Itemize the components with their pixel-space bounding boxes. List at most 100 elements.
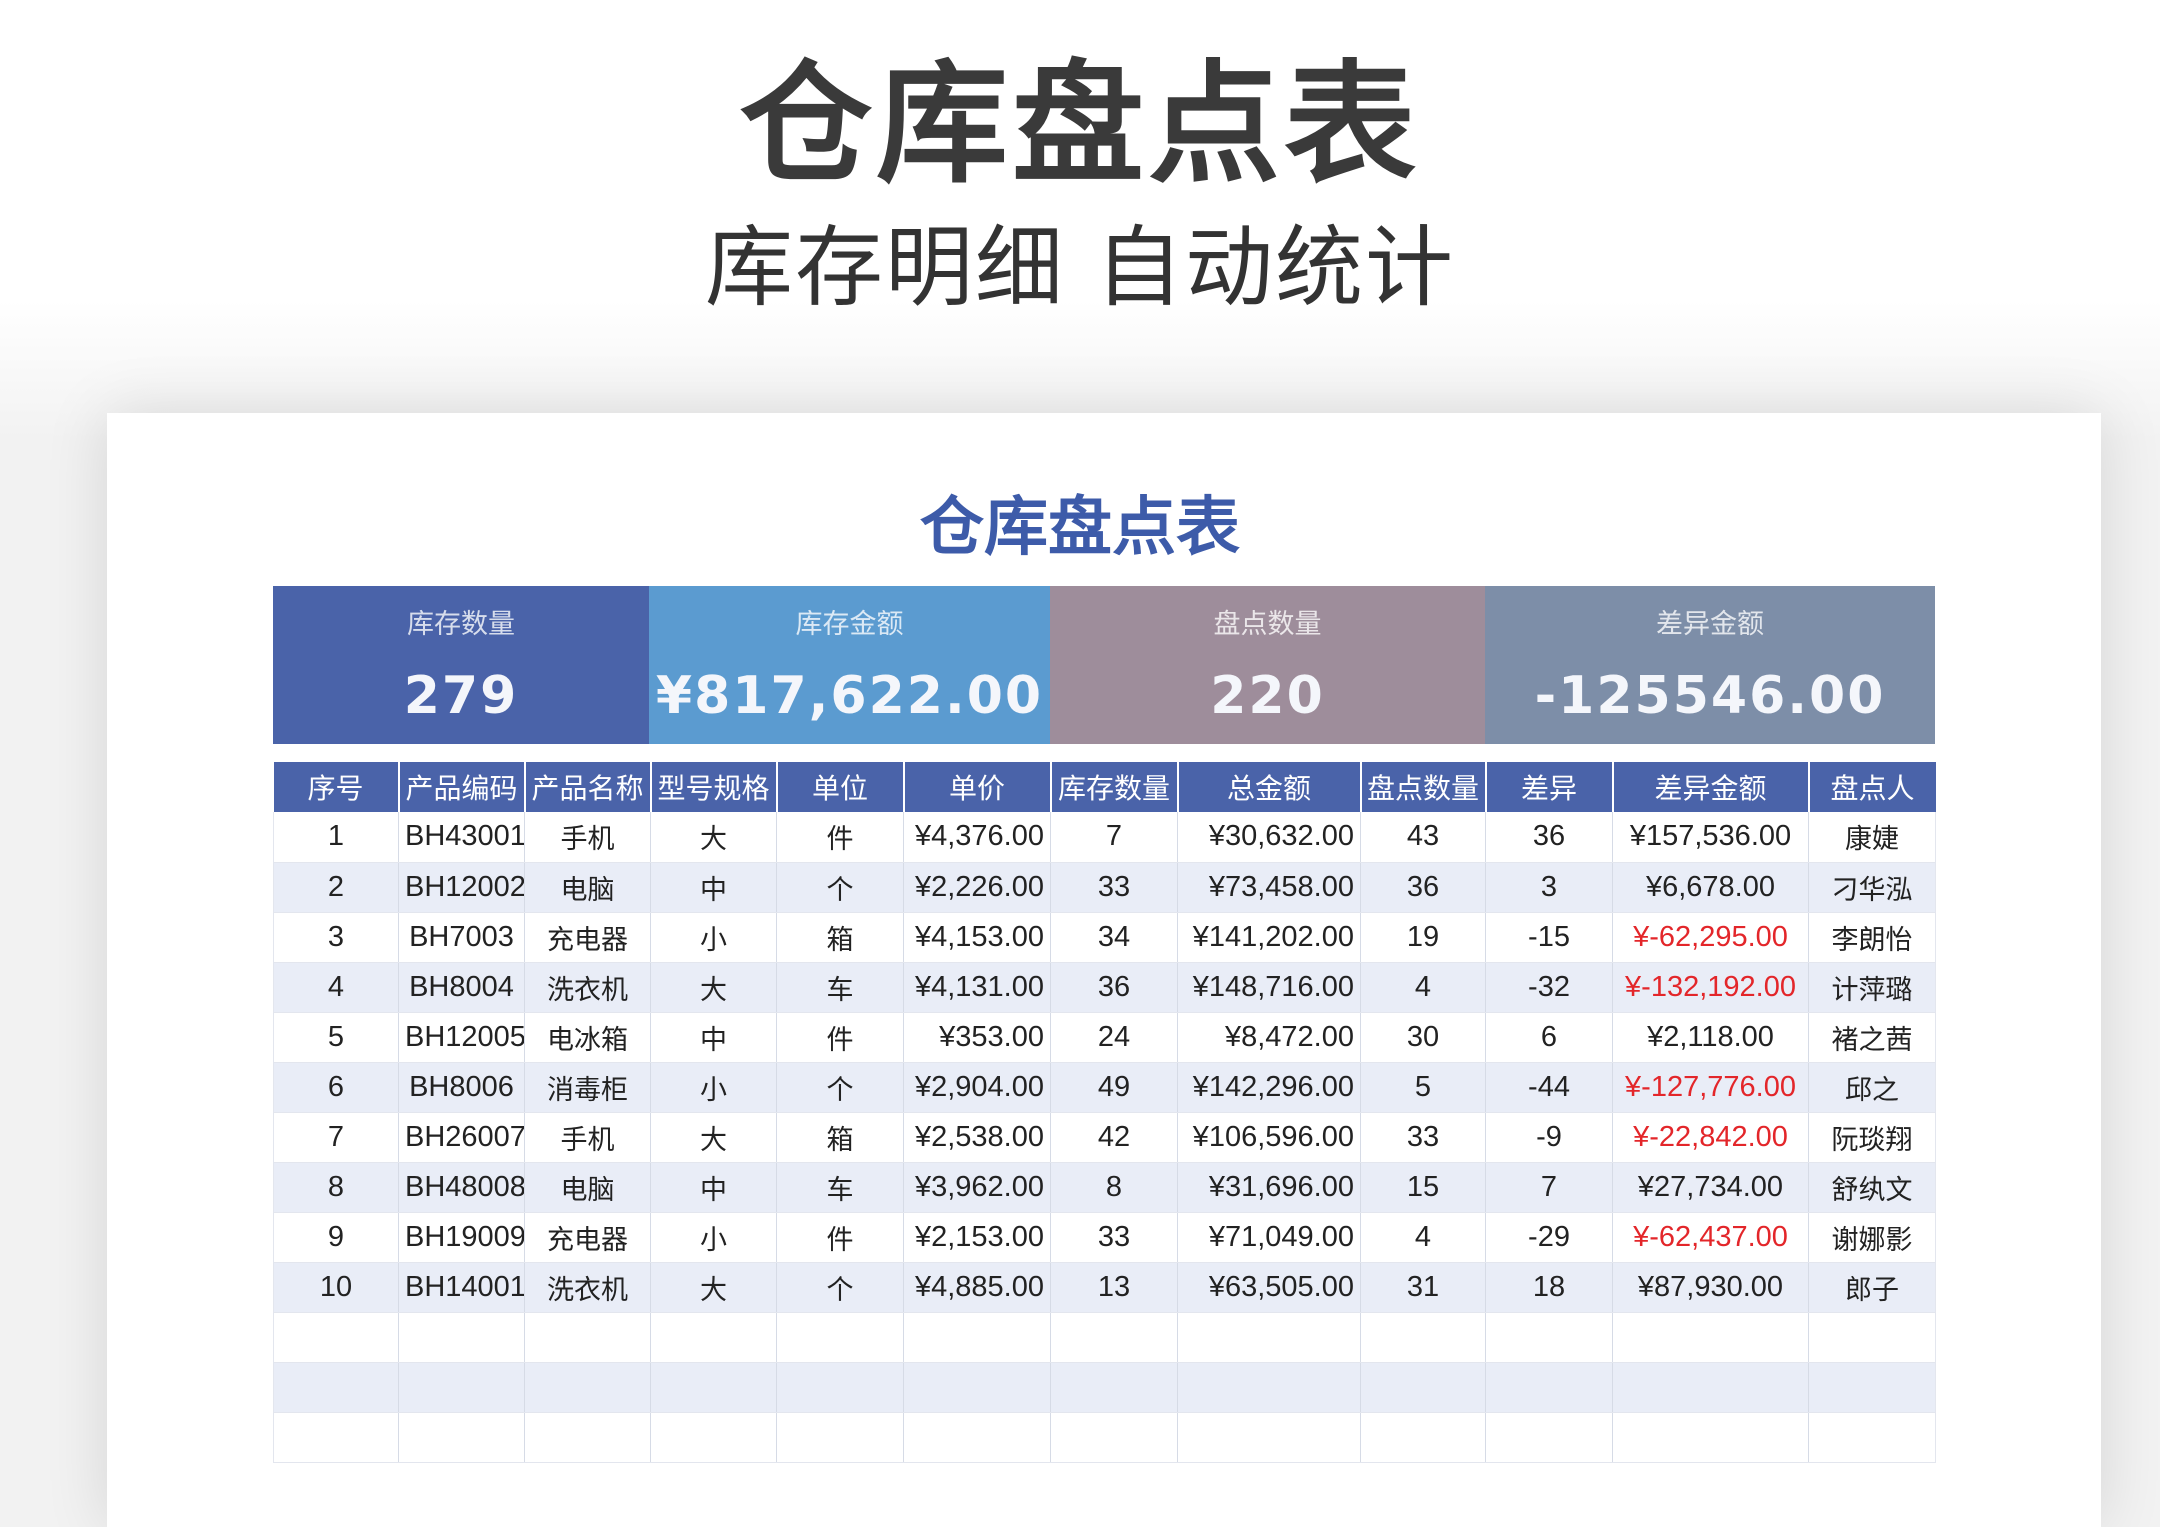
cell-code[interactable]: BH43001 (398, 812, 525, 863)
cell-spec[interactable]: 小 (650, 1062, 777, 1113)
col-header-diff[interactable]: 差异 (1484, 762, 1613, 812)
cell-code[interactable] (398, 1412, 525, 1463)
cell-count-qty[interactable] (1360, 1362, 1486, 1413)
cell-name[interactable]: 洗衣机 (524, 1262, 651, 1313)
cell-diff-amount[interactable] (1612, 1312, 1809, 1363)
cell-name[interactable] (524, 1412, 651, 1463)
cell-diff[interactable]: -44 (1485, 1062, 1613, 1113)
cell-name[interactable]: 电脑 (524, 862, 651, 913)
cell-unit[interactable] (776, 1412, 904, 1463)
cell-name[interactable]: 消毒柜 (524, 1062, 651, 1113)
cell-diff[interactable]: 6 (1485, 1012, 1613, 1063)
col-header-stock-qty[interactable]: 库存数量 (1049, 762, 1178, 812)
cell-stock-qty[interactable] (1050, 1312, 1178, 1363)
summary-diff-amount[interactable]: 差异金额 -125546.00 (1485, 586, 1935, 744)
cell-diff-amount[interactable]: ¥-127,776.00 (1612, 1062, 1809, 1113)
cell-unit[interactable]: 件 (776, 812, 904, 863)
col-header-code[interactable]: 产品编码 (397, 762, 525, 812)
col-header-checker[interactable]: 盘点人 (1807, 762, 1936, 812)
cell-total[interactable]: ¥142,296.00 (1177, 1062, 1361, 1113)
summary-count-qty[interactable]: 盘点数量 220 (1050, 586, 1485, 744)
cell-code[interactable]: BH19009 (398, 1212, 525, 1263)
cell-spec[interactable]: 大 (650, 812, 777, 863)
cell-diff-amount[interactable] (1612, 1362, 1809, 1413)
cell-count-qty[interactable]: 4 (1360, 1212, 1486, 1263)
cell-stock-qty[interactable]: 36 (1050, 962, 1178, 1013)
col-header-total[interactable]: 总金额 (1176, 762, 1361, 812)
col-header-name[interactable]: 产品名称 (523, 762, 651, 812)
cell-diff-amount[interactable]: ¥-22,842.00 (1612, 1112, 1809, 1163)
cell-spec[interactable]: 中 (650, 862, 777, 913)
cell-code[interactable]: BH26007 (398, 1112, 525, 1163)
cell-price[interactable]: ¥2,153.00 (903, 1212, 1051, 1263)
cell-unit[interactable] (776, 1312, 904, 1363)
cell-spec[interactable]: 中 (650, 1162, 777, 1213)
cell-spec[interactable]: 中 (650, 1012, 777, 1063)
cell-diff-amount[interactable] (1612, 1412, 1809, 1463)
cell-spec[interactable]: 大 (650, 1262, 777, 1313)
cell-price[interactable]: ¥2,904.00 (903, 1062, 1051, 1113)
cell-price[interactable]: ¥4,131.00 (903, 962, 1051, 1013)
cell-checker[interactable]: 褚之茜 (1808, 1012, 1936, 1063)
cell-unit[interactable]: 件 (776, 1012, 904, 1063)
cell-index[interactable]: 5 (273, 1012, 399, 1063)
cell-name[interactable] (524, 1362, 651, 1413)
cell-price[interactable]: ¥353.00 (903, 1012, 1051, 1063)
cell-diff[interactable]: 36 (1485, 812, 1613, 863)
cell-code[interactable]: BH12002 (398, 862, 525, 913)
cell-checker[interactable] (1808, 1362, 1936, 1413)
cell-stock-qty[interactable] (1050, 1362, 1178, 1413)
cell-stock-qty[interactable]: 13 (1050, 1262, 1178, 1313)
cell-count-qty[interactable]: 5 (1360, 1062, 1486, 1113)
cell-unit[interactable]: 车 (776, 1162, 904, 1213)
cell-index[interactable]: 2 (273, 862, 399, 913)
cell-total[interactable]: ¥31,696.00 (1177, 1162, 1361, 1213)
cell-total[interactable]: ¥8,472.00 (1177, 1012, 1361, 1063)
cell-total[interactable] (1177, 1312, 1361, 1363)
cell-count-qty[interactable]: 4 (1360, 962, 1486, 1013)
cell-stock-qty[interactable]: 24 (1050, 1012, 1178, 1063)
col-header-spec[interactable]: 型号规格 (649, 762, 777, 812)
cell-code[interactable]: BH12005 (398, 1012, 525, 1063)
cell-price[interactable]: ¥2,538.00 (903, 1112, 1051, 1163)
cell-index[interactable]: 6 (273, 1062, 399, 1113)
col-header-price[interactable]: 单价 (902, 762, 1051, 812)
cell-diff-amount[interactable]: ¥6,678.00 (1612, 862, 1809, 913)
cell-diff[interactable]: -29 (1485, 1212, 1613, 1263)
cell-spec[interactable] (650, 1412, 777, 1463)
cell-count-qty[interactable]: 36 (1360, 862, 1486, 913)
cell-diff[interactable]: -15 (1485, 912, 1613, 963)
cell-diff[interactable] (1485, 1312, 1613, 1363)
cell-unit[interactable]: 箱 (776, 1112, 904, 1163)
cell-checker[interactable]: 李朗怡 (1808, 912, 1936, 963)
cell-count-qty[interactable]: 43 (1360, 812, 1486, 863)
cell-diff[interactable]: -9 (1485, 1112, 1613, 1163)
cell-price[interactable] (903, 1412, 1051, 1463)
cell-checker[interactable] (1808, 1312, 1936, 1363)
cell-spec[interactable]: 大 (650, 962, 777, 1013)
cell-total[interactable]: ¥63,505.00 (1177, 1262, 1361, 1313)
cell-diff-amount[interactable]: ¥157,536.00 (1612, 812, 1809, 863)
cell-index[interactable]: 8 (273, 1162, 399, 1213)
cell-code[interactable]: BH48008 (398, 1162, 525, 1213)
cell-diff-amount[interactable]: ¥87,930.00 (1612, 1262, 1809, 1313)
cell-diff[interactable]: -32 (1485, 962, 1613, 1013)
cell-index[interactable]: 4 (273, 962, 399, 1013)
cell-count-qty[interactable]: 19 (1360, 912, 1486, 963)
col-header-count-qty[interactable]: 盘点数量 (1359, 762, 1486, 812)
cell-stock-qty[interactable]: 33 (1050, 1212, 1178, 1263)
cell-diff[interactable]: 18 (1485, 1262, 1613, 1313)
cell-count-qty[interactable]: 33 (1360, 1112, 1486, 1163)
cell-name[interactable]: 充电器 (524, 912, 651, 963)
cell-index[interactable] (273, 1362, 399, 1413)
cell-index[interactable]: 7 (273, 1112, 399, 1163)
cell-count-qty[interactable]: 15 (1360, 1162, 1486, 1213)
cell-spec[interactable]: 大 (650, 1112, 777, 1163)
cell-stock-qty[interactable]: 8 (1050, 1162, 1178, 1213)
cell-total[interactable]: ¥106,596.00 (1177, 1112, 1361, 1163)
cell-count-qty[interactable] (1360, 1412, 1486, 1463)
cell-unit[interactable]: 箱 (776, 912, 904, 963)
cell-diff[interactable] (1485, 1412, 1613, 1463)
cell-code[interactable] (398, 1362, 525, 1413)
cell-price[interactable]: ¥4,376.00 (903, 812, 1051, 863)
